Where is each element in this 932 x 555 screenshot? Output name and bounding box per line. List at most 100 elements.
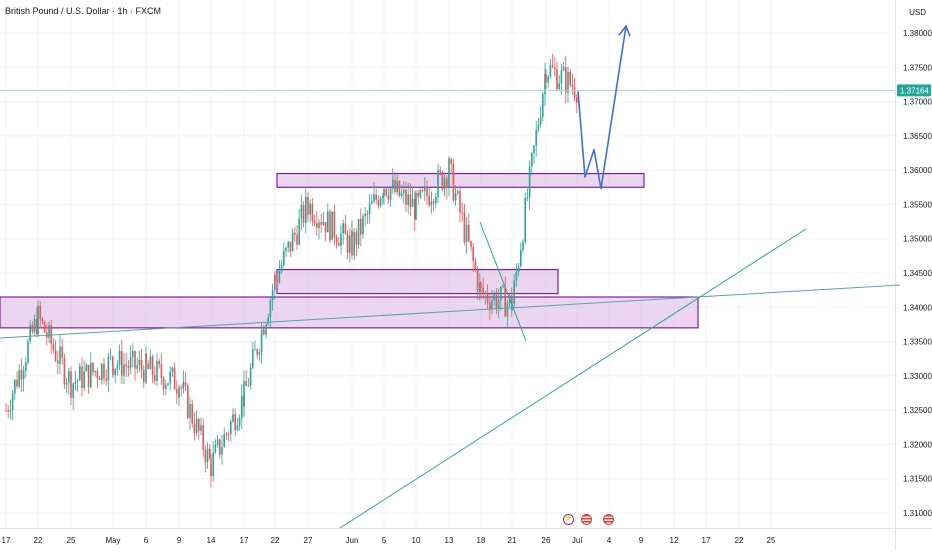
candle-body xyxy=(98,378,101,380)
candle-body xyxy=(68,371,70,383)
candle-body xyxy=(333,211,336,238)
candle-body xyxy=(263,329,265,335)
candle-body xyxy=(31,325,34,333)
candle-body xyxy=(187,385,189,419)
candle-body xyxy=(331,211,333,240)
candle-body xyxy=(554,67,556,70)
candle-body xyxy=(223,434,225,447)
candle-body xyxy=(156,360,158,381)
last-price-label: 1.37164 xyxy=(900,86,929,95)
x-tick-label: 13 xyxy=(445,536,454,545)
chart-title: British Pound / U.S. Dollar · 1h · FXCM xyxy=(5,6,162,16)
candle-body xyxy=(154,375,156,381)
candle-body xyxy=(158,360,160,365)
candle-body xyxy=(16,379,18,387)
candle-body xyxy=(446,178,448,188)
candle-body xyxy=(180,387,182,389)
candle-body xyxy=(454,193,457,201)
x-tick-label: 22 xyxy=(34,536,43,545)
lightning-icon[interactable]: ⚡ xyxy=(563,514,574,525)
candle-body xyxy=(29,325,31,342)
candle-body xyxy=(465,224,468,242)
x-tick-label: 14 xyxy=(207,536,216,545)
projection-path[interactable] xyxy=(577,26,627,190)
trendline-shallow[interactable] xyxy=(0,284,901,339)
candle-body xyxy=(424,187,426,192)
candle-body xyxy=(92,362,94,373)
candle-body xyxy=(383,188,385,197)
candle-body xyxy=(307,207,309,215)
candle-body xyxy=(520,250,522,267)
trendline-falling[interactable] xyxy=(479,221,527,342)
candle-body xyxy=(539,117,542,125)
x-tick-label: 4 xyxy=(607,536,612,545)
candle-body xyxy=(480,282,482,288)
candle-body xyxy=(20,370,23,380)
x-tick-label: 9 xyxy=(639,536,644,545)
trendline-rising[interactable] xyxy=(339,228,807,529)
candle-body xyxy=(368,203,371,214)
y-tick-label: 1.35000 xyxy=(903,235,932,244)
candle-body xyxy=(535,129,537,146)
candle-body xyxy=(463,212,466,242)
candle-body xyxy=(392,179,394,189)
us-flag-icon[interactable] xyxy=(581,514,592,525)
candle-body xyxy=(428,196,430,206)
candle-body xyxy=(327,211,329,233)
support-zone[interactable] xyxy=(0,296,699,329)
candle-body xyxy=(182,382,185,389)
candle-body xyxy=(200,425,202,431)
candle-body xyxy=(54,349,57,361)
candle-body xyxy=(355,232,358,245)
candle-body xyxy=(140,359,143,370)
resistance-zone[interactable] xyxy=(276,172,645,188)
candle-body xyxy=(537,124,540,130)
candle-body xyxy=(65,382,68,385)
x-tick-label: 25 xyxy=(767,536,776,545)
candle-body xyxy=(556,69,558,90)
x-tick-label: 6 xyxy=(144,536,149,545)
candle-body xyxy=(171,367,174,372)
candle-body xyxy=(83,371,85,388)
candle-body xyxy=(79,366,81,381)
us-flag-icon[interactable] xyxy=(603,514,614,525)
candle-body xyxy=(493,294,495,301)
candle-body xyxy=(479,282,481,292)
x-tick-label: 17 xyxy=(2,536,11,545)
candle-body xyxy=(178,387,180,398)
candle-body xyxy=(160,364,163,378)
candle-body xyxy=(366,213,369,215)
candle-body xyxy=(61,346,63,358)
candle-body xyxy=(318,222,320,228)
candle-body xyxy=(249,367,252,386)
y-tick-label: 1.36500 xyxy=(903,132,932,141)
candle-body xyxy=(526,197,529,199)
candle-body xyxy=(360,218,362,235)
candle-body xyxy=(421,189,424,192)
candle-body xyxy=(254,349,256,351)
candle-body xyxy=(72,383,74,398)
candle-body xyxy=(127,366,130,368)
candle-body xyxy=(285,247,287,252)
candle-body xyxy=(502,286,504,288)
candle-body xyxy=(517,266,520,272)
x-tick-label: 12 xyxy=(670,536,679,545)
candle-body xyxy=(394,179,396,193)
candle-body xyxy=(289,241,292,252)
candle-body xyxy=(305,196,307,223)
candle-body xyxy=(195,419,198,433)
y-tick-label: 1.34000 xyxy=(903,303,932,312)
candle-body xyxy=(206,448,209,463)
candle-body xyxy=(151,356,154,376)
candle-body xyxy=(112,356,114,367)
candle-body xyxy=(70,371,72,398)
candle-body xyxy=(435,196,437,204)
candle-body xyxy=(571,84,574,88)
middle-zone[interactable] xyxy=(276,268,559,295)
x-tick-label: 21 xyxy=(508,536,517,545)
candle-body xyxy=(311,203,314,222)
candle-body xyxy=(167,383,169,385)
candle-body xyxy=(81,366,83,388)
